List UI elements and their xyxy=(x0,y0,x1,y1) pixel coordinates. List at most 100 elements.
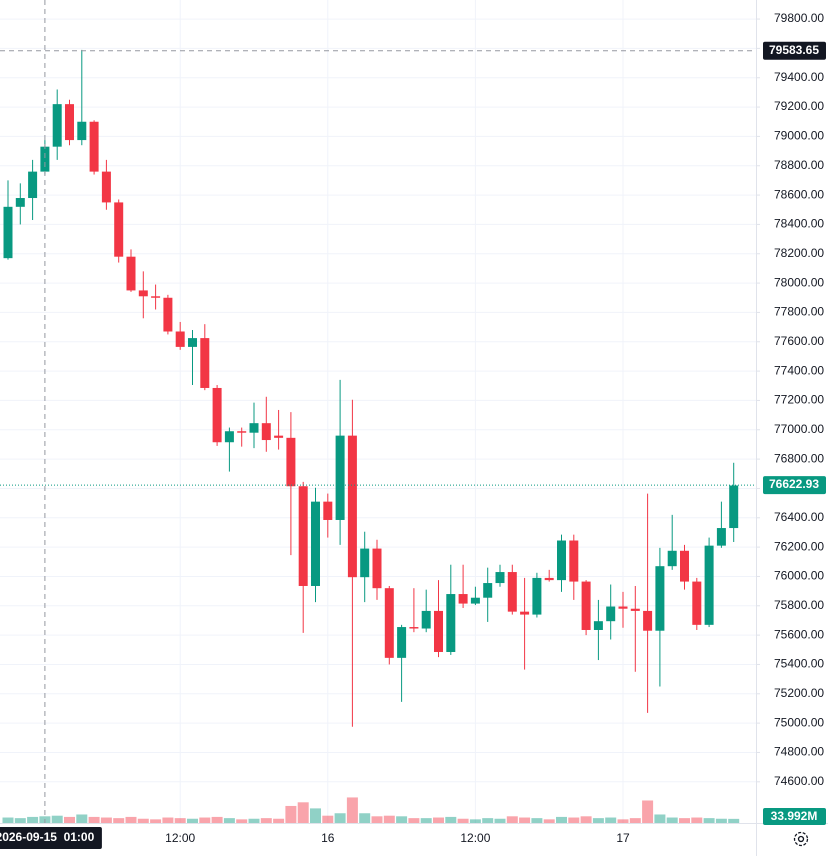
volume-bar xyxy=(445,816,457,823)
volume-bar xyxy=(666,817,678,823)
volume-bar xyxy=(642,800,654,823)
volume-bar xyxy=(654,814,666,823)
candle-body xyxy=(704,545,714,625)
crosshair-y-box xyxy=(763,41,826,60)
candle-body xyxy=(409,627,419,629)
candle-body xyxy=(151,296,161,298)
volume-bar xyxy=(568,817,580,823)
candle-body xyxy=(581,581,591,630)
y-tick-label: 79000.00 xyxy=(774,129,824,143)
volume-bar xyxy=(629,818,641,823)
volume-bar xyxy=(137,818,149,823)
y-tick-label: 75600.00 xyxy=(774,627,824,641)
candle-body xyxy=(286,437,296,487)
settings-gear xyxy=(793,831,809,847)
volume-bar xyxy=(556,816,567,823)
y-tick-label: 76200.00 xyxy=(774,539,824,553)
volume-bar xyxy=(162,817,174,823)
candle-body xyxy=(606,606,616,622)
volume-bar xyxy=(248,818,260,823)
volume-bar xyxy=(359,813,371,823)
y-tick-label: 76800.00 xyxy=(774,451,824,465)
candle-body xyxy=(126,256,136,291)
volume-bar xyxy=(334,813,346,823)
volume-bar xyxy=(285,805,297,823)
candle-body xyxy=(483,583,493,598)
volume-bar xyxy=(703,818,715,823)
volume-bar xyxy=(236,819,248,823)
y-tick-label: 74800.00 xyxy=(774,745,824,759)
volume-bar xyxy=(100,817,112,823)
candle-body xyxy=(593,621,603,630)
candles xyxy=(3,49,739,727)
volume-bar xyxy=(223,818,235,823)
volume-bar xyxy=(187,818,198,823)
volume-bar xyxy=(617,819,629,823)
y-tick-label: 79200.00 xyxy=(774,99,824,113)
candle-body xyxy=(630,608,640,611)
candle-body xyxy=(569,540,579,582)
volume-bar xyxy=(310,808,321,823)
volume-bar xyxy=(371,816,383,823)
volume-bar xyxy=(125,816,137,823)
candle-body xyxy=(618,606,628,609)
last-price-box xyxy=(763,476,826,495)
candle-body xyxy=(532,577,542,615)
volume-last-label: 33.992M xyxy=(771,809,818,823)
volume-bar xyxy=(408,818,420,823)
volume-bar xyxy=(691,817,703,823)
y-tick-label: 79800.00 xyxy=(774,11,824,25)
volume-bar xyxy=(273,818,285,823)
candle-body xyxy=(716,528,726,546)
candle-body xyxy=(729,485,739,529)
candle-body xyxy=(434,610,443,652)
candle-body xyxy=(15,198,25,207)
volume-bar xyxy=(715,818,727,823)
y-tick-label: 77000.00 xyxy=(774,422,824,436)
candle-body xyxy=(200,338,210,388)
x-tick-label: 17 xyxy=(616,831,630,845)
candle-body xyxy=(323,501,333,520)
candle-body xyxy=(175,331,185,347)
grid xyxy=(0,0,756,823)
y-tick-label: 77600.00 xyxy=(774,334,824,348)
volume-bar xyxy=(543,819,555,823)
volume-bar xyxy=(2,817,14,823)
y-tick-label: 75800.00 xyxy=(774,598,824,612)
candle-body xyxy=(138,290,148,297)
y-tick-label: 75200.00 xyxy=(774,686,824,700)
volume-bar xyxy=(27,816,39,823)
volume-bar xyxy=(14,818,26,823)
settings-icon[interactable] xyxy=(793,831,809,847)
volume-bar xyxy=(174,818,186,823)
y-axis: 74600.00 74800.00 75000.00 75200.00 75400.00… xyxy=(756,11,824,788)
candle-body xyxy=(101,171,111,203)
volume-bar xyxy=(420,818,432,823)
candle-body xyxy=(458,594,468,604)
crosshair-x-box xyxy=(0,827,102,849)
candle-body xyxy=(507,572,517,612)
volume-bar xyxy=(592,818,604,823)
volume-bar xyxy=(728,818,740,823)
candle-body xyxy=(3,206,13,259)
volume-bar xyxy=(51,815,63,823)
y-tick-label: 77800.00 xyxy=(774,305,824,319)
volume-bar xyxy=(679,818,690,823)
candle-body xyxy=(470,597,480,604)
candle-body xyxy=(298,486,308,586)
y-tick-label: 78400.00 xyxy=(774,217,824,231)
volume-bar xyxy=(64,816,75,823)
settings-hub xyxy=(797,835,805,843)
y-tick-label: 78600.00 xyxy=(774,187,824,201)
crosshair-y-label: 79583.65 xyxy=(769,43,819,57)
volume-bar xyxy=(531,818,543,823)
candle-body xyxy=(384,588,394,658)
candle-body xyxy=(188,338,197,347)
y-tick-label: 78200.00 xyxy=(774,246,824,260)
candle-body xyxy=(311,501,320,586)
volume-bar xyxy=(396,816,408,823)
candle-body xyxy=(335,435,345,520)
candle-body xyxy=(520,611,530,615)
candle-body xyxy=(372,548,382,589)
